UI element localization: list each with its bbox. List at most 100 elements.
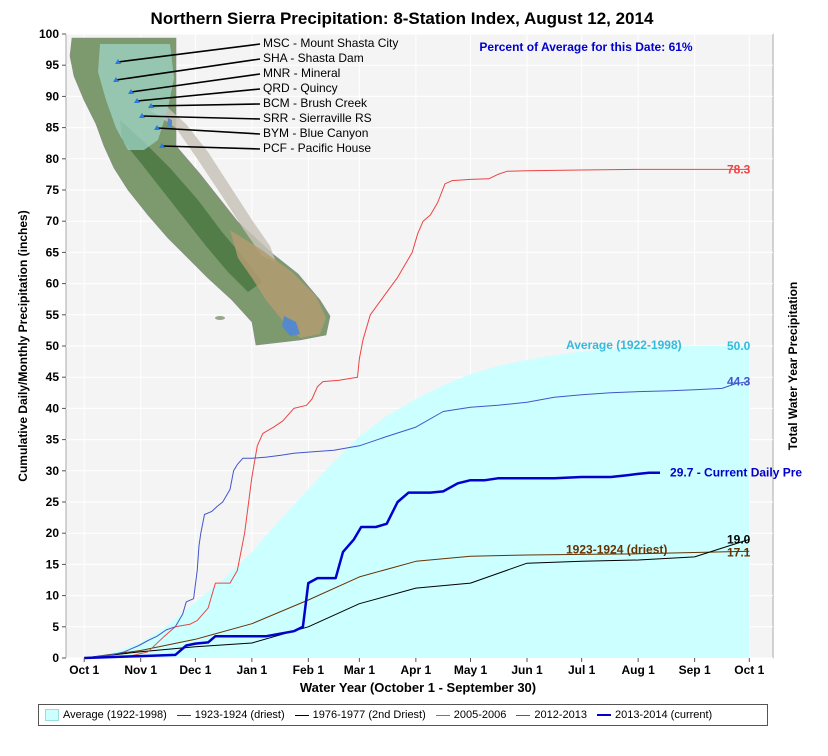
legend-item: 2012-2013	[516, 709, 587, 721]
chart-title: Northern Sierra Precipitation: 8-Station…	[151, 9, 654, 28]
legend-label: Average (1922-1998)	[63, 709, 167, 721]
x-axis-ticks: Oct 1 Nov 1 Dec 1 Jan 1 Feb 1 Mar 1 Apr 1 May 1…	[69, 658, 765, 677]
y2-axis-label: Total Water Year Precipitation	[786, 282, 800, 451]
legend-item: 1923-1924 (driest)	[176, 709, 285, 721]
desert-region	[230, 230, 326, 338]
x-axis-label: Water Year (October 1 - September 30)	[300, 680, 536, 695]
legend-item: Average (1922-1998)	[45, 709, 167, 721]
station-marker-icon	[115, 59, 121, 64]
channel-islands	[215, 316, 225, 320]
station-marker-icon	[113, 77, 119, 82]
y-tick-label: 90	[46, 89, 60, 103]
legend-line-swatch	[597, 714, 611, 716]
x-tick-label: Aug 1	[621, 663, 655, 677]
station-label: BCM - Brush Creek	[263, 96, 368, 110]
station-marker-icon	[134, 98, 140, 103]
station-leader-line	[156, 127, 261, 135]
station-marker-icon	[148, 103, 154, 108]
legend-line-swatch	[516, 714, 531, 716]
x-tick-label: Feb 1	[293, 663, 325, 677]
end-label: 17.1	[727, 545, 751, 559]
y-tick-label: 25	[46, 495, 60, 509]
series-line-2012-2013	[84, 381, 750, 659]
legend-label: 1923-1924 (driest)	[194, 709, 285, 721]
series-inline-label: Average (1922-1998)	[566, 338, 682, 352]
legend-item: 2005-2006	[435, 709, 507, 721]
series-lines-layer	[84, 168, 750, 660]
salton-sea	[282, 316, 300, 336]
station-leader-line	[117, 43, 261, 63]
end-label: 78.3	[727, 162, 751, 176]
series-line-1923-1924-driest-	[84, 550, 750, 659]
station-leader-line	[136, 88, 261, 102]
end-label: 19.0	[727, 532, 751, 546]
station-leader-line	[150, 103, 261, 107]
y-tick-label: 45	[46, 370, 60, 384]
y-tick-label: 55	[46, 308, 60, 322]
station-marker-icon	[159, 143, 165, 148]
x-tick-label: May 1	[454, 663, 488, 677]
series-line-1976-1977-2nd-driest-	[84, 538, 750, 659]
station-marker-icon	[139, 113, 145, 118]
y-tick-label: 65	[46, 245, 60, 259]
x-tick-label: Jan 1	[237, 663, 268, 677]
legend-label: 2013-2014 (current)	[615, 709, 713, 721]
station-label: SHA - Shasta Dam	[263, 51, 364, 65]
y-tick-label: 40	[46, 401, 60, 415]
y-axis-ticks: 0 5 10 15 20 25 30 35 40 45 50 55 60 65 70 75 80 85 90 95 10…	[39, 27, 66, 665]
y-tick-label: 0	[52, 651, 59, 665]
x-tick-label: Oct 1	[69, 663, 99, 677]
station-label: MSC - Mount Shasta City	[263, 36, 398, 50]
x-tick-label: Jul 1	[568, 663, 596, 677]
legend-label: 2012-2013	[534, 709, 587, 721]
legend-line-swatch	[435, 714, 450, 716]
end-label: 29.7 - Current Daily Pre	[670, 466, 802, 480]
legend-area-swatch	[45, 709, 59, 721]
y-tick-label: 70	[46, 214, 60, 228]
sierra-nevada	[150, 106, 276, 262]
x-tick-label: Apr 1	[401, 663, 432, 677]
y-tick-label: 50	[46, 339, 60, 353]
y-tick-label: 80	[46, 152, 60, 166]
station-leader-line	[141, 115, 261, 120]
series-line-2005-2006	[84, 168, 750, 659]
station-leader-line	[115, 58, 261, 81]
percent-of-average: Percent of Average for this Date: 61%	[479, 40, 693, 54]
end-label: 44.3	[727, 375, 751, 389]
y-tick-label: 95	[46, 58, 60, 72]
legend-line-swatch	[176, 714, 191, 716]
y-tick-label: 85	[46, 121, 60, 135]
y-tick-label: 15	[46, 557, 60, 571]
x-tick-label: Dec 1	[179, 663, 211, 677]
y-tick-label: 35	[46, 433, 60, 447]
station-marker-icon	[128, 89, 134, 94]
station-label: BYM - Blue Canyon	[263, 126, 368, 140]
y-tick-label: 20	[46, 526, 60, 540]
y-tick-label: 60	[46, 277, 60, 291]
x-tick-label: Nov 1	[124, 663, 157, 677]
y-axis-label: Cumulative Daily/Monthly Precipitation (…	[16, 210, 30, 481]
legend-label: 1976-1977 (2nd Driest)	[312, 709, 426, 721]
series-inline-label: 1923-1924 (driest)	[566, 542, 667, 556]
northern-sierra-basin	[98, 44, 174, 150]
x-tick-label: Oct 1	[734, 663, 764, 677]
average-area-layer	[84, 346, 750, 658]
y-tick-label: 10	[46, 589, 60, 603]
x-tick-label: Mar 1	[344, 663, 376, 677]
station-label: PCF - Pacific House	[263, 141, 371, 155]
x-tick-label: Jun 1	[511, 663, 543, 677]
chart-legend: Average (1922-1998) 1923-1924 (driest) 197…	[38, 704, 768, 726]
y-tick-label: 5	[52, 620, 59, 634]
y-tick-label: 30	[46, 464, 60, 478]
station-leader-line	[130, 73, 261, 93]
x-tick-label: Sep 1	[679, 663, 711, 677]
legend-label: 2005-2006	[453, 709, 507, 721]
station-label: QRD - Quincy	[263, 81, 338, 95]
legend-item: 2013-2014 (current)	[597, 709, 712, 721]
series-line-2013-2014-current-	[84, 471, 660, 660]
y-tick-label: 75	[46, 183, 60, 197]
station-label: SRR - Sierraville RS	[263, 111, 372, 125]
station-leader-line	[161, 145, 261, 150]
